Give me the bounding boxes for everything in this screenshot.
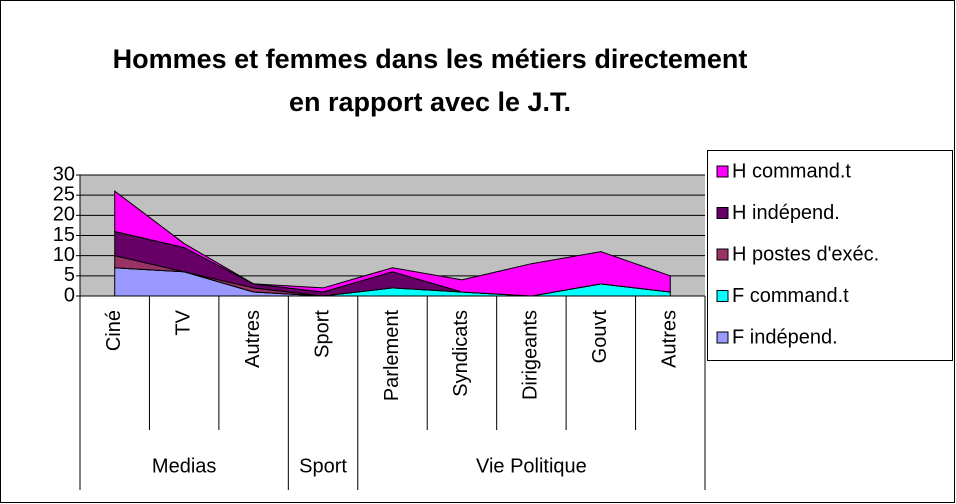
legend-box	[707, 150, 953, 361]
legend-label: F indépend.	[732, 326, 838, 348]
group-label: Sport	[299, 455, 347, 477]
x-tick-label: Gouvt	[589, 310, 611, 364]
group-label: Vie Politique	[476, 455, 587, 477]
x-tick-label: TV	[172, 309, 194, 335]
x-tick-label: Sport	[311, 310, 333, 358]
legend-swatch	[716, 165, 729, 178]
legend-swatch	[716, 207, 729, 219]
legend-swatch	[716, 331, 729, 344]
x-tick-label: Autres	[659, 310, 681, 368]
x-tick-label: Parlement	[381, 310, 403, 402]
y-tick-label: 15	[53, 224, 75, 246]
y-tick-label: 10	[53, 244, 75, 266]
legend-label: H indépend.	[732, 202, 840, 224]
x-tick-label: Ciné	[103, 310, 125, 351]
y-tick-label: 25	[53, 183, 75, 205]
area	[114, 190, 671, 297]
legend-label: F command.t	[732, 285, 849, 307]
y-tick-label: 0	[64, 284, 75, 306]
x-tick-label: Autres	[242, 310, 264, 368]
legend-swatch	[716, 248, 729, 261]
legend-label: H postes d'exéc.	[732, 243, 879, 265]
chart-title: Hommes et femmes dans les métiers direct…	[112, 44, 748, 117]
x-tick-label: Syndicats	[450, 310, 472, 397]
legend-label: H command.t	[732, 160, 851, 182]
y-tick-label: 30	[53, 163, 75, 185]
legend-swatch	[716, 290, 729, 302]
y-tick-label: 20	[53, 204, 75, 226]
y-tick-label: 5	[64, 264, 75, 286]
group-label: Medias	[152, 455, 216, 477]
x-tick-label: Dirigeants	[520, 310, 542, 400]
